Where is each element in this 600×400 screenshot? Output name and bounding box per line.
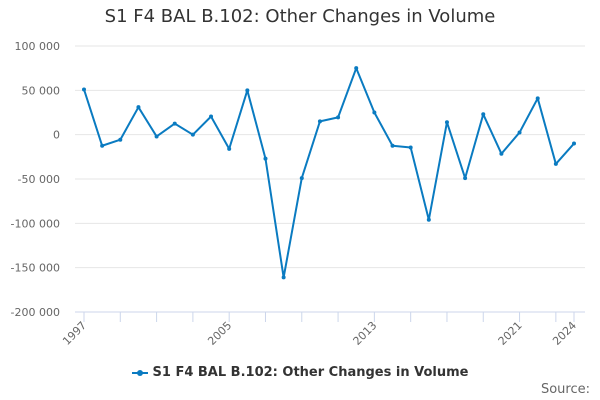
chart-title: S1 F4 BAL B.102: Other Changes in Volume <box>104 6 496 27</box>
data-point <box>82 87 86 92</box>
y-tick-label: -150 000 <box>11 262 60 275</box>
data-point <box>499 151 504 156</box>
y-tick-label: -200 000 <box>11 306 60 319</box>
data-point <box>481 112 486 117</box>
data-point <box>372 110 377 115</box>
data-point <box>100 143 105 148</box>
data-point <box>154 134 159 139</box>
legend-item[interactable]: S1 F4 BAL B.102: Other Changes in Volume <box>0 365 600 380</box>
data-point <box>317 119 322 124</box>
data-point <box>245 88 250 93</box>
y-tick-label: 50 000 <box>22 84 61 97</box>
data-point <box>299 176 304 181</box>
legend-label: S1 F4 BAL B.102: Other Changes in Volume <box>152 365 469 380</box>
data-point <box>190 132 195 137</box>
legend-line-marker-icon <box>131 369 148 376</box>
data-point <box>118 137 123 142</box>
x-tick-label: 1997 <box>60 319 89 348</box>
data-point <box>281 275 286 280</box>
x-tick-label: 2021 <box>496 319 525 348</box>
data-point <box>227 146 232 151</box>
y-tick-label: -50 000 <box>18 173 60 186</box>
data-point <box>390 143 395 148</box>
data-point <box>572 141 576 146</box>
data-point <box>354 66 359 71</box>
y-tick-label: -100 000 <box>11 217 60 230</box>
x-tick-label: 2024 <box>550 319 579 348</box>
source-label: Source: <box>540 382 590 397</box>
series-line <box>83 67 575 279</box>
data-point <box>426 217 431 222</box>
data-point <box>136 105 141 110</box>
x-tick-label: 2013 <box>351 319 380 348</box>
y-tick-label: 100 000 <box>15 40 61 53</box>
x-tick-label: 2005 <box>205 319 234 348</box>
data-point <box>517 130 522 135</box>
data-point <box>408 145 413 150</box>
data-point <box>209 114 214 119</box>
data-point <box>444 120 449 125</box>
data-point <box>463 176 468 181</box>
data-point <box>553 161 558 166</box>
data-point <box>172 121 177 126</box>
data-point <box>535 96 540 101</box>
data-point <box>336 115 341 120</box>
y-tick-label: 0 <box>53 129 60 142</box>
data-point <box>263 156 268 161</box>
